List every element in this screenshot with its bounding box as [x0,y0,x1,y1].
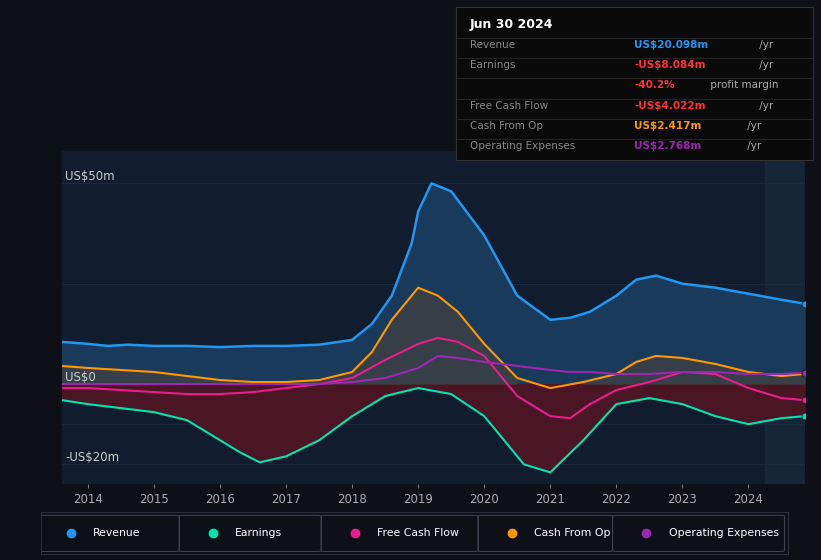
Text: Revenue: Revenue [470,40,515,50]
Text: Operating Expenses: Operating Expenses [668,529,778,538]
Text: profit margin: profit margin [707,81,778,91]
Text: /yr: /yr [755,101,773,111]
Text: US$2.768m: US$2.768m [635,141,701,151]
Text: -US$20m: -US$20m [65,451,119,464]
Text: US$50m: US$50m [65,170,114,183]
Text: /yr: /yr [755,60,773,70]
Text: Free Cash Flow: Free Cash Flow [470,101,548,111]
Text: /yr: /yr [744,121,761,131]
Text: -40.2%: -40.2% [635,81,675,91]
Text: /yr: /yr [755,40,773,50]
Text: Earnings: Earnings [470,60,516,70]
Text: Revenue: Revenue [94,529,141,538]
Text: Jun 30 2024: Jun 30 2024 [470,18,553,31]
Text: Earnings: Earnings [236,529,282,538]
Text: Operating Expenses: Operating Expenses [470,141,576,151]
Bar [765,151,805,484]
Text: /yr: /yr [744,141,761,151]
Text: Free Cash Flow: Free Cash Flow [378,529,459,538]
Text: US$0: US$0 [65,371,95,384]
Text: -US$4.022m: -US$4.022m [635,101,706,111]
Text: Cash From Op: Cash From Op [534,529,611,538]
Text: US$20.098m: US$20.098m [635,40,709,50]
Text: -US$8.084m: -US$8.084m [635,60,706,70]
Text: Cash From Op: Cash From Op [470,121,543,131]
Text: US$2.417m: US$2.417m [635,121,702,131]
